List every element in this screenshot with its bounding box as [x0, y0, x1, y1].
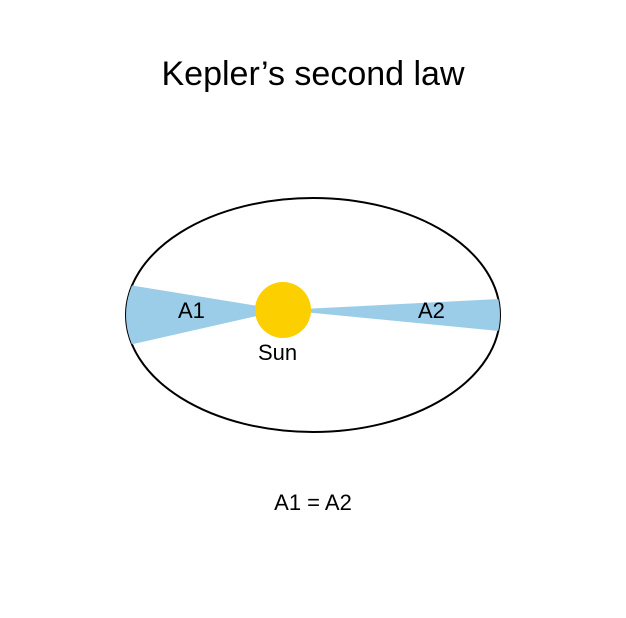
label-a1: A1 [178, 298, 205, 324]
sun-icon [255, 282, 311, 338]
label-sun: Sun [258, 340, 297, 366]
kepler-diagram: A1 A2 Sun [123, 195, 503, 435]
page-title: Kepler’s second law [0, 55, 626, 94]
label-a2: A2 [418, 298, 445, 324]
equation-text: A1 = A2 [0, 490, 626, 516]
